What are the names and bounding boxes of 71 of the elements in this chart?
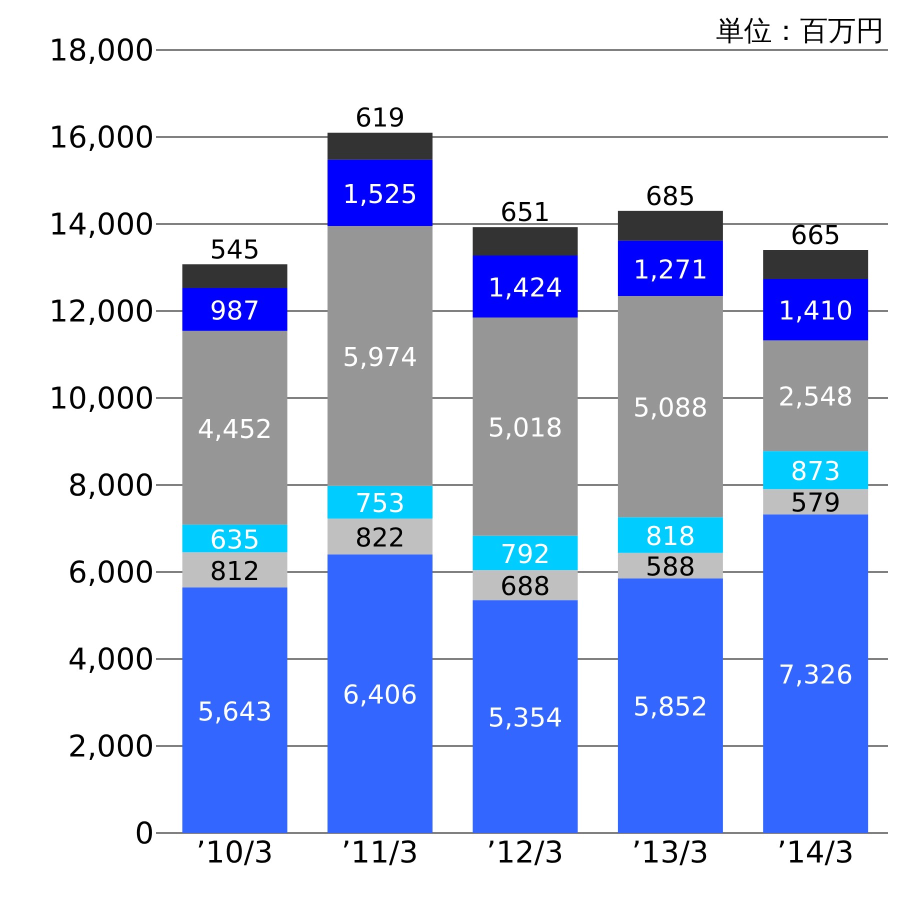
- data-label: 5,974: [342, 342, 418, 373]
- bar: [182, 330, 288, 525]
- bar: [763, 278, 868, 340]
- data-label: 987: [210, 296, 260, 326]
- bar: [328, 132, 433, 160]
- data-label: 818: [646, 522, 696, 552]
- x-tick-label: ’13/3: [632, 835, 709, 870]
- data-label: 5,643: [198, 697, 272, 728]
- bar: [763, 451, 868, 490]
- data-label: 2,548: [778, 382, 853, 413]
- bar: [618, 210, 723, 241]
- bar: [472, 600, 578, 833]
- data-label: 651: [500, 198, 550, 228]
- data-label: 873: [790, 457, 840, 488]
- data-label: 792: [500, 540, 550, 570]
- bar: [182, 552, 288, 588]
- bar: [763, 340, 868, 452]
- data-label: 1,525: [342, 180, 418, 210]
- bar: [328, 486, 433, 519]
- y-tick-label: 4,000: [68, 642, 154, 678]
- x-tick-label: ’11/3: [341, 835, 418, 870]
- x-tick-label: ’12/3: [486, 835, 564, 870]
- bar: [763, 514, 868, 833]
- y-tick-label: 16,000: [49, 120, 154, 156]
- data-label: 1,410: [778, 296, 853, 327]
- data-label: 4,452: [198, 414, 272, 445]
- bar: [328, 160, 433, 226]
- bar: [618, 296, 723, 518]
- bar: [328, 518, 433, 554]
- bar: [472, 536, 578, 570]
- data-label: 1,271: [633, 255, 708, 286]
- bar: [328, 554, 433, 833]
- data-label: 665: [790, 221, 840, 252]
- x-tick-label: ’14/3: [776, 835, 854, 870]
- data-label: 688: [500, 572, 550, 602]
- y-tick-label: 14,000: [49, 208, 154, 243]
- data-label: 753: [355, 489, 405, 520]
- bar: [182, 264, 288, 288]
- bar: [618, 578, 723, 833]
- bar: [618, 240, 723, 296]
- bar: [182, 588, 288, 833]
- y-tick-label: 6,000: [68, 556, 154, 591]
- bar: [763, 250, 868, 279]
- data-label: 5,354: [488, 704, 562, 734]
- text: 単位：百万円: [716, 13, 884, 49]
- bar: [472, 317, 578, 536]
- y-tick-label: 2,000: [68, 730, 154, 765]
- data-label: 588: [646, 552, 696, 583]
- data-label: 619: [355, 104, 405, 134]
- data-label: 5,852: [633, 692, 708, 723]
- data-label: 822: [355, 523, 405, 554]
- bar: [182, 288, 288, 331]
- data-label: 6,406: [342, 680, 418, 711]
- data-label: 579: [790, 488, 840, 519]
- data-label: 545: [210, 235, 260, 266]
- data-label: 1,424: [488, 273, 562, 304]
- y-tick-label: 8,000: [68, 468, 154, 504]
- data-label: 7,326: [778, 660, 853, 691]
- bar: [472, 255, 578, 318]
- x-tick-label: ’10/3: [196, 835, 274, 870]
- data-label: 5,018: [488, 414, 562, 444]
- y-tick-label: 10,000: [49, 382, 154, 417]
- data-label: 5,088: [633, 394, 708, 424]
- data-label: 685: [646, 182, 696, 212]
- bar: [472, 227, 578, 256]
- y-tick-label: 12,000: [49, 294, 154, 330]
- data-label: 635: [210, 525, 260, 556]
- data-label: 812: [210, 556, 260, 587]
- y-tick-label: 18,000: [49, 34, 154, 69]
- y-tick-label: 0: [134, 816, 154, 852]
- bar: [328, 226, 433, 486]
